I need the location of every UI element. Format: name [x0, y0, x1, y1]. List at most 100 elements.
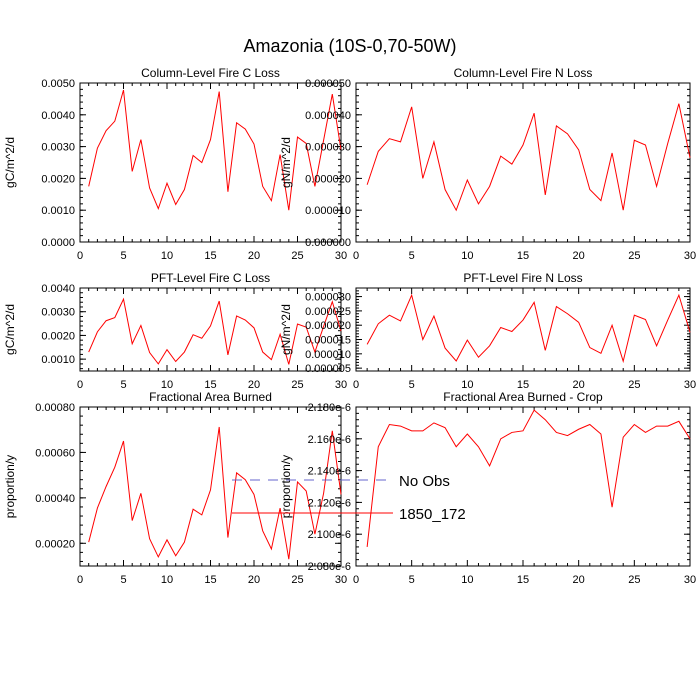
y-tick-label: 0.0030	[41, 142, 75, 154]
y-tick-label: 0.0000	[41, 237, 75, 249]
y-tick-label: 0.000020	[305, 173, 351, 185]
panel-title: PFT-Level Fire C Loss	[151, 271, 270, 285]
x-tick-label: 10	[461, 574, 473, 586]
y-axis-label: gC/m^2/d	[3, 137, 17, 188]
x-tick-label: 5	[120, 379, 126, 391]
y-axis-label: gC/m^2/d	[3, 304, 17, 355]
y-tick-label: 0.0020	[41, 173, 75, 185]
y-axis-label: gN/m^2/d	[279, 304, 293, 355]
x-tick-label: 15	[517, 574, 529, 586]
y-tick-label: 2.160e-6	[308, 434, 351, 446]
x-tick-label: 20	[573, 250, 585, 262]
x-tick-label: 5	[120, 250, 126, 262]
x-tick-label: 20	[248, 250, 260, 262]
series-line-1850_172	[366, 103, 691, 212]
x-tick-label: 0	[77, 379, 83, 391]
y-axis-label: proportion/y	[3, 455, 17, 518]
legend-label-no-obs: No Obs	[399, 473, 450, 490]
y-axis-label: proportion/y	[279, 455, 293, 518]
x-tick-label: 20	[248, 574, 260, 586]
y-tick-label: 0.000010	[305, 349, 351, 361]
x-tick-label: 15	[204, 250, 216, 262]
plot-frame	[79, 287, 342, 372]
y-tick-label: 0.000030	[305, 292, 351, 304]
legend: No Obs 1850_172	[232, 473, 466, 523]
y-tick-label: 2.120e-6	[308, 497, 351, 509]
y-tick-label: 0.00060	[35, 447, 75, 459]
x-tick-label: 5	[409, 379, 415, 391]
x-tick-label: 30	[335, 574, 347, 586]
panel-title: Column-Level Fire N Loss	[454, 66, 593, 80]
panel-title: Fractional Area Burned	[149, 390, 272, 404]
x-tick-label: 10	[161, 250, 173, 262]
chart-panel-4: PFT-Level Fire N Loss gN/m^2/d 0 5 10 15 20 25 3…	[279, 271, 696, 391]
y-tick-label: 0.0050	[41, 78, 75, 90]
x-tick-label: 10	[461, 379, 473, 391]
legend-label-1850-172: 1850_172	[399, 506, 466, 523]
x-tick-label: 20	[573, 574, 585, 586]
y-tick-label: 2.100e-6	[308, 529, 351, 541]
y-tick-label: 2.080e-6	[308, 561, 351, 573]
x-tick-label: 25	[628, 574, 640, 586]
y-tick-label: 2.180e-6	[308, 402, 351, 414]
y-tick-label: 0.000040	[305, 110, 351, 122]
series-line-1850_172	[366, 293, 691, 364]
series-line-1850_172	[366, 409, 691, 547]
x-tick-label: 0	[77, 250, 83, 262]
x-tick-label: 0	[353, 574, 359, 586]
x-tick-label: 0	[353, 379, 359, 391]
x-tick-label: 30	[684, 574, 696, 586]
x-tick-label: 5	[409, 250, 415, 262]
chart-panels: Column-Level Fire C Loss gC/m^2/d 0 5 10 15 20…	[3, 66, 696, 586]
x-tick-label: 20	[573, 379, 585, 391]
plot-frame	[355, 287, 691, 372]
x-tick-label: 10	[161, 574, 173, 586]
x-tick-label: 0	[77, 574, 83, 586]
y-tick-label: 0.0040	[41, 283, 75, 295]
x-tick-label: 15	[517, 250, 529, 262]
series-line-1850_172	[88, 89, 342, 211]
y-tick-label: 0.000050	[305, 78, 351, 90]
x-tick-label: 25	[291, 250, 303, 262]
y-tick-label: 0.0040	[41, 110, 75, 122]
y-axis-label: gN/m^2/d	[279, 137, 293, 188]
x-tick-label: 0	[353, 250, 359, 262]
y-tick-label: 0.000010	[305, 205, 351, 217]
chart-panel-1: Column-Level Fire C Loss gC/m^2/d 0 5 10 15 20…	[3, 66, 347, 262]
x-tick-label: 30	[684, 250, 696, 262]
series-line-1850_172	[88, 297, 342, 365]
x-tick-label: 15	[204, 379, 216, 391]
x-tick-label: 5	[409, 574, 415, 586]
chart-panel-6: Fractional Area Burned - Crop proportion/…	[279, 390, 696, 586]
y-tick-label: 0.000030	[305, 142, 351, 154]
y-tick-label: 0.000015	[305, 335, 351, 347]
y-tick-label: 0.000025	[305, 306, 351, 318]
y-tick-label: 0.000020	[305, 320, 351, 332]
x-tick-label: 25	[291, 379, 303, 391]
y-tick-label: 0.0010	[41, 354, 75, 366]
series-line-1850_172	[88, 426, 342, 560]
panel-title: Fractional Area Burned - Crop	[443, 390, 603, 404]
x-tick-label: 10	[461, 250, 473, 262]
y-tick-label: 0.000005	[305, 363, 351, 375]
x-tick-label: 5	[120, 574, 126, 586]
x-tick-label: 25	[628, 250, 640, 262]
plot-frame	[355, 82, 691, 243]
y-tick-label: 0.000000	[305, 237, 351, 249]
chart-panel-3: PFT-Level Fire C Loss gC/m^2/d 0 5 10 15 20 25 3…	[3, 271, 347, 391]
x-tick-label: 25	[291, 574, 303, 586]
y-tick-label: 0.0010	[41, 205, 75, 217]
y-tick-label: 2.140e-6	[308, 466, 351, 478]
chart-panel-2: Column-Level Fire N Loss gN/m^2/d 0 5 10 15 20…	[279, 66, 696, 262]
x-tick-label: 30	[335, 379, 347, 391]
panel-title: Column-Level Fire C Loss	[141, 66, 280, 80]
x-tick-label: 10	[161, 379, 173, 391]
y-tick-label: 0.00020	[35, 538, 75, 550]
y-tick-label: 0.00080	[35, 402, 75, 414]
y-tick-label: 0.00040	[35, 493, 75, 505]
y-tick-label: 0.0030	[41, 307, 75, 319]
x-tick-label: 30	[335, 250, 347, 262]
y-tick-label: 0.0020	[41, 330, 75, 342]
panel-title: PFT-Level Fire N Loss	[463, 271, 582, 285]
